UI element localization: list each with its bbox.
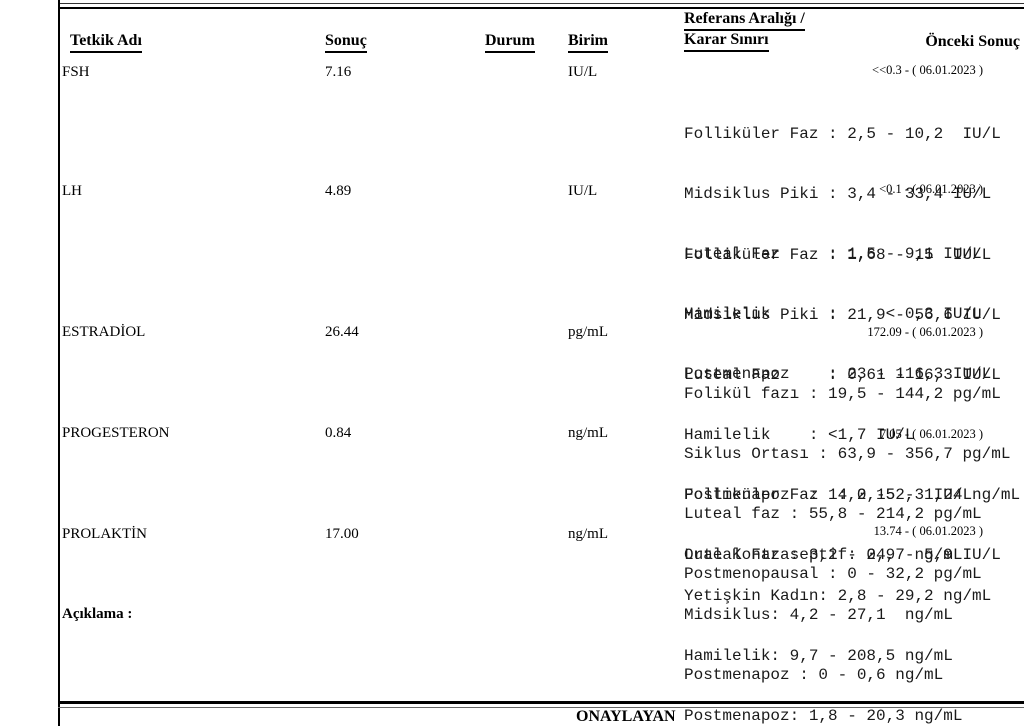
test-name: PROLAKTİN [62,526,147,542]
reference-line: Midsiklus Piki : 21,9 - 56,6 IU/L [684,306,1001,324]
test-name: ESTRADİOL [62,324,146,340]
reference-line: Luteal faz : 55,8 - 214,2 pg/mL [684,505,982,523]
test-unit: IU/L [568,64,598,80]
table-bottom-border [58,701,1024,704]
test-result: 0.84 [325,425,352,441]
column-header-status: Durum [485,32,535,53]
column-header-result: Sonuç [325,32,367,53]
test-unit: ng/mL [568,526,608,542]
reference-line: Luteal Faz : 3,2 - 24,7 ng/mL [684,546,963,564]
previous-result: <<0.3 - ( 06.01.2023 ) [872,63,983,77]
reference-line: Postmenapoz: 1,8 - 20,3 ng/mL [684,707,963,725]
reference-ranges-lh: Folliküler Faz : 1,68 - 15 IU/L Midsiklu… [684,205,1001,605]
test-name: LH [62,183,82,199]
test-result: 17.00 [325,526,359,542]
previous-result: 172.09 - ( 06.01.2023 ) [867,325,983,339]
previous-result: 7.05 - ( 06.01.2023 ) [879,427,983,441]
column-header-test-name: Tetkik Adı [70,32,142,53]
reference-line: Postmenapoz : 23 - 116,3 IU/L [684,365,992,383]
reference-ranges-estradiol: Folikül fazı : 19,5 - 144,2 pg/mL Siklus… [684,344,1010,624]
reference-line: Postmenapoz : 14,2 -52,3 IU/L [684,486,973,504]
reference-line: Siklus Ortası : 63,9 - 356,7 pg/mL [684,445,1011,463]
test-name: FSH [62,64,90,80]
column-header-unit: Birim [568,32,608,53]
reference-line: Hamilelik : <1,7 IU/L [684,426,915,444]
reference-ranges-prolaktin: Yetişkin Kadın: 2,8 - 29,2 ng/mL Hamilel… [684,546,991,726]
test-result: 7.16 [325,64,352,80]
reference-line: Yetişkin Kadın: 2,8 - 29,2 ng/mL [684,587,992,605]
reference-line: Luteal Faz : 1,5 - 9,1 IU/L [684,245,982,263]
reference-line: Folikül fazı : 19,5 - 144,2 pg/mL [684,385,1001,403]
reference-line: Hamilelik : < 0,3 IU/L [684,305,982,323]
reference-line: Postmenopausal : 0 - 32,2 pg/mL [684,565,982,583]
test-name: PROGESTERON [62,425,170,441]
approver-header: ONAYLAYAN [576,708,676,725]
reference-line: Hamilelik: 9,7 - 208,5 ng/mL [684,647,953,665]
reference-line: Oral Kontraseptif: 0,9 - 5,9 IU/L [684,546,1001,564]
test-unit: ng/mL [568,425,608,441]
column-header-reference-line2: Karar Sınırı [684,31,769,52]
reference-line: Midsiklus Piki : 3,4 - 33,4 IU/L [684,185,992,203]
previous-result: <0.1 - ( 06.01.2023 ) [879,182,983,196]
test-unit: IU/L [568,183,598,199]
reference-line: Midsiklus: 4,2 - 27,1 ng/mL [684,606,953,624]
column-header-reference-line1: Referans Aralığı / [684,10,805,31]
reference-ranges-fsh: Folliküler Faz : 2,5 - 10,2 IU/L Midsikl… [684,84,1001,424]
test-result: 26.44 [325,324,359,340]
table-top-border [58,7,1024,9]
reference-line: Postmenapoz : 0 - 0,6 ng/mL [684,666,944,684]
test-unit: pg/mL [568,324,608,340]
reference-line: Folliküler Faz : 0,15 - 1,24 ng/mL [684,486,1021,504]
previous-result: 13.74 - ( 06.01.2023 ) [873,524,983,538]
reference-line: Luteal Faz : 0,61 - 16,3 IU/L [684,366,1001,384]
reference-ranges-progesteron: Folliküler Faz : 0,15 - 1,24 ng/mL Lutea… [684,445,1020,725]
column-header-previous-result: Önceki Sonuç [925,33,1020,50]
top-rule-thin [58,3,1024,4]
test-result: 4.89 [325,183,352,199]
table-left-border [58,0,60,726]
approver-box-top-rule [58,707,1024,708]
reference-line: Folliküler Faz : 2,5 - 10,2 IU/L [684,125,1001,143]
reference-line: Folliküler Faz : 1,68 - 15 IU/L [684,246,992,264]
note-label: Açıklama : [62,606,133,622]
